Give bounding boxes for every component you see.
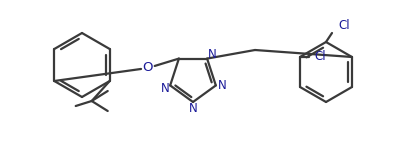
Text: N: N (188, 101, 197, 114)
Text: N: N (160, 82, 169, 95)
Text: Cl: Cl (313, 51, 325, 63)
Text: Cl: Cl (337, 20, 349, 32)
Text: N: N (217, 79, 226, 92)
Text: O: O (142, 62, 153, 74)
Text: N: N (207, 48, 216, 61)
